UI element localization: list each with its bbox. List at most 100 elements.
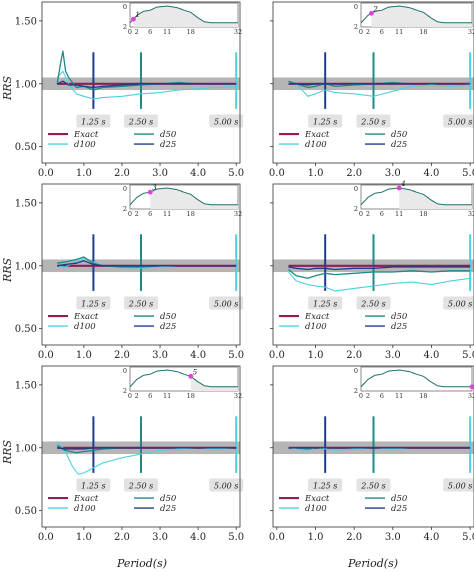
x-tick-label: 2.0: [114, 350, 130, 361]
legend-label: d25: [160, 504, 176, 514]
period-marker-label: 1.25 s: [81, 299, 105, 308]
legend-label: d100: [305, 504, 327, 514]
inset-shaded-area: [150, 188, 238, 209]
plot-frame: [41, 1, 241, 164]
inset-x-tick-label: 6: [380, 210, 384, 218]
x-tick-label: 1.0: [76, 532, 92, 543]
series-line-d25: [56, 80, 237, 89]
legend-label: d25: [391, 140, 407, 150]
inset-x-tick-label: 2: [135, 28, 139, 36]
period-marker-box: [76, 296, 111, 310]
legend-label: d25: [160, 322, 176, 332]
plot-frame: [272, 183, 474, 346]
inset-x-tick-label: 32: [234, 392, 242, 400]
inset-highlight-dot: [469, 384, 474, 390]
period-marker-box: [124, 478, 158, 492]
inset-x-tick-label: 32: [468, 28, 474, 36]
panel-4: 1.25 s 2.50 s 5.00 s 0.0 1.0 2.0 3.0 4.0 5.0 Exac…: [269, 180, 474, 361]
legend-label: Exact: [304, 312, 330, 322]
period-marker-box: [443, 478, 474, 492]
period-marker-label: 2.50 s: [128, 117, 153, 126]
legend-label: d50: [160, 130, 177, 140]
period-marker-label: 5.00 s: [448, 299, 472, 308]
inset-x-tick-label: 18: [419, 392, 427, 400]
series-line-d25: [57, 260, 237, 267]
x-tick-label: 2.0: [114, 532, 130, 543]
inset-x-tick-label: 32: [468, 210, 474, 218]
x-tick-label: 5.0: [228, 168, 244, 179]
inset-x-tick-label: 0: [359, 392, 363, 400]
legend-label: d25: [391, 322, 407, 332]
inset-x-tick-label: 11: [163, 392, 171, 400]
inset-y-tick-label: 2: [123, 387, 127, 395]
period-marker-box: [209, 478, 244, 492]
x-tick-label: 5.0: [228, 532, 244, 543]
y-tick-label: 1.00: [15, 261, 37, 272]
inset-x-tick-label: 0: [128, 392, 132, 400]
inset-x-tick-label: 0: [128, 28, 132, 36]
inset-highlight-dot: [396, 185, 402, 191]
series-line-d25: [288, 83, 471, 86]
period-marker-label: 1.25 s: [313, 117, 337, 126]
x-tick-label: 3.0: [385, 532, 401, 543]
inset-highlight-dot: [147, 189, 153, 195]
period-marker-box: [443, 114, 474, 128]
x-tick-label: 1.0: [76, 350, 92, 361]
inset-y-tick-label: 2: [123, 23, 127, 31]
period-marker-box: [443, 296, 474, 310]
legend-label: d100: [74, 504, 96, 514]
legend-label: d25: [160, 140, 176, 150]
plot-frame: [41, 365, 241, 528]
inset-x-tick-label: 18: [419, 210, 427, 218]
legend-label: Exact: [304, 494, 330, 504]
inset-y-tick-label: 0: [123, 367, 127, 375]
legend-label: Exact: [73, 494, 99, 504]
inset-x-tick-label: 11: [395, 210, 403, 218]
y-tick-label: 0.50: [15, 506, 37, 517]
inset-x-tick-label: 6: [148, 28, 152, 36]
inset-plot: 202611183202: [354, 2, 474, 36]
inset-y-tick-label: 0: [354, 367, 358, 375]
period-marker-label: 5.00 s: [214, 117, 238, 126]
x-tick-label: 3.0: [152, 350, 168, 361]
period-marker-box: [356, 478, 391, 492]
period-marker-label: 2.50 s: [360, 299, 385, 308]
legend-label: Exact: [304, 130, 330, 140]
inset-curve: [360, 5, 472, 24]
legend-label: d25: [391, 504, 407, 514]
period-marker-label: 5.00 s: [448, 481, 472, 490]
period-marker-box: [356, 296, 391, 310]
inset-x-tick-label: 0: [359, 28, 363, 36]
x-tick-label: 3.0: [385, 350, 401, 361]
y-tick-label: 1.00: [15, 443, 37, 454]
x-tick-label: 0.0: [38, 532, 54, 543]
inset-shaded-area: [399, 188, 472, 209]
inset-x-tick-label: 6: [148, 392, 152, 400]
legend-label: d100: [74, 140, 96, 150]
x-tick-label: 2.0: [346, 168, 362, 179]
inset-shaded-area: [371, 6, 472, 27]
inset-x-tick-label: 11: [163, 28, 171, 36]
x-tick-label: 4.0: [424, 350, 440, 361]
x-tick-label: 1.0: [308, 168, 324, 179]
y-tick-label: 1.50: [15, 16, 37, 27]
inset-x-tick-label: 2: [366, 392, 370, 400]
inset-y-tick-label: 0: [123, 185, 127, 193]
x-tick-label: 3.0: [385, 168, 401, 179]
period-marker-box: [308, 296, 343, 310]
inset-plot: 602611183202: [354, 366, 474, 400]
x-tick-label: 1.0: [308, 350, 324, 361]
panel-1: 1.25 s 2.50 s 5.00 s 0.0 1.0 2.0 3.0 4.0 5.0 0.50…: [15, 1, 244, 179]
x-tick-label: 4.0: [424, 532, 440, 543]
x-tick-label: 5.0: [462, 168, 474, 179]
series-line-d25: [288, 266, 471, 271]
legend-label: d100: [305, 322, 327, 332]
period-marker-box: [76, 114, 111, 128]
inset-x-tick-label: 32: [234, 28, 242, 36]
legend-label: d50: [391, 312, 408, 322]
x-tick-label: 1.0: [76, 168, 92, 179]
period-marker-box: [209, 296, 244, 310]
y-axis-label: RRS: [1, 75, 14, 101]
inset-curve: [360, 369, 472, 388]
